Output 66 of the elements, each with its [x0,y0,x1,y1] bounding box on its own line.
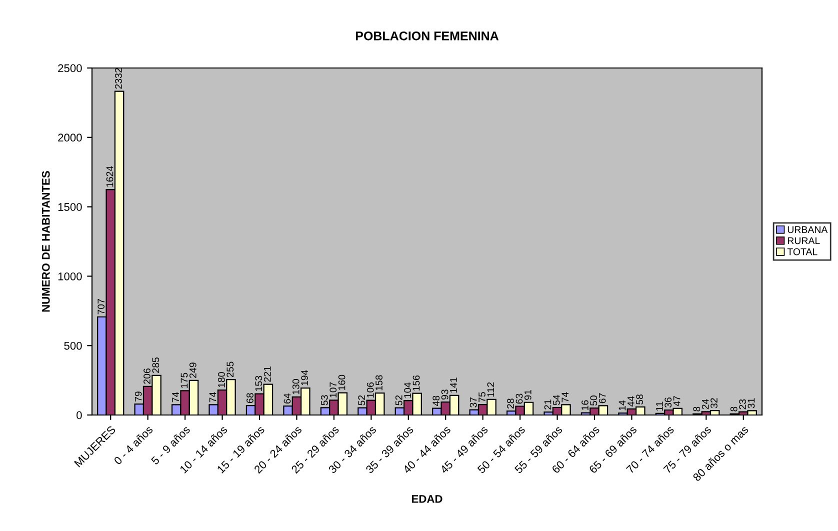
y-tick-label: 1000 [58,272,82,280]
x-axis-title: EDAD [412,495,442,503]
data-label: 24 [702,399,709,410]
data-label: 47 [673,396,680,406]
data-label: 68 [246,393,254,403]
data-label: 1624 [106,166,114,187]
data-label: 58 [636,394,644,404]
data-label: 79 [134,392,142,402]
y-tick-label: 1500 [58,203,82,211]
data-label: 32 [710,398,718,408]
data-label: 14 [618,400,626,410]
data-label: 16 [582,400,588,410]
data-label: 249 [189,362,196,378]
data-label: 112 [487,382,494,397]
y-tick-label: 2500 [58,64,82,72]
data-label: 21 [544,400,552,410]
data-label: 104 [404,382,411,398]
y-axis-title: NUMERO DE HABITANTES [42,171,50,312]
y-tick-label: 0 [76,411,82,420]
data-label: 8 [693,406,700,412]
data-label: 2332 [115,68,122,89]
data-label: 707 [98,299,105,314]
data-label: 53 [320,395,328,406]
legend-label: RURAL [788,237,820,244]
data-label: 11 [656,402,663,411]
data-label: 52 [395,395,402,406]
data-label: 67 [598,393,606,404]
data-label: 8 [730,406,738,412]
data-label: 206 [144,368,150,384]
data-label: 156 [412,375,420,391]
data-label: 23 [739,399,746,410]
data-label: 48 [432,396,440,406]
data-label: 36 [664,398,672,408]
data-label: 221 [264,366,271,382]
data-label: 28 [507,398,514,409]
data-label: 75 [478,392,486,402]
data-label: 194 [301,370,308,386]
data-label: 64 [284,394,291,404]
y-tick-label: 500 [64,342,82,350]
data-label: 106 [366,382,374,398]
data-label: 74 [172,392,179,402]
data-label: 93 [441,390,448,400]
data-label: 180 [218,372,225,388]
data-label: 50 [590,396,598,406]
data-label: 255 [226,362,234,378]
data-label: 54 [553,394,560,406]
y-tick-label: 2000 [58,134,82,142]
legend-label: TOTAL [787,248,818,256]
data-label: 141 [450,378,457,393]
data-label: 63 [516,394,523,404]
legend-label: URBANA [788,226,828,234]
data-label: 285 [152,358,160,373]
data-label: 74 [562,392,568,402]
data-label: 52 [358,395,366,406]
data-label: 74 [209,392,216,402]
data-label: 175 [180,372,188,388]
data-label: 31 [748,398,755,408]
data-label: 107 [330,382,337,398]
data-label: 130 [292,379,300,394]
data-label: 91 [524,390,532,400]
data-label: 158 [376,375,382,390]
data-label: 160 [338,374,346,390]
data-label: 153 [255,376,262,391]
data-label: 44 [628,396,634,407]
chart-title: POBLACION FEMENINA [356,31,499,40]
data-label: 37 [470,397,477,408]
